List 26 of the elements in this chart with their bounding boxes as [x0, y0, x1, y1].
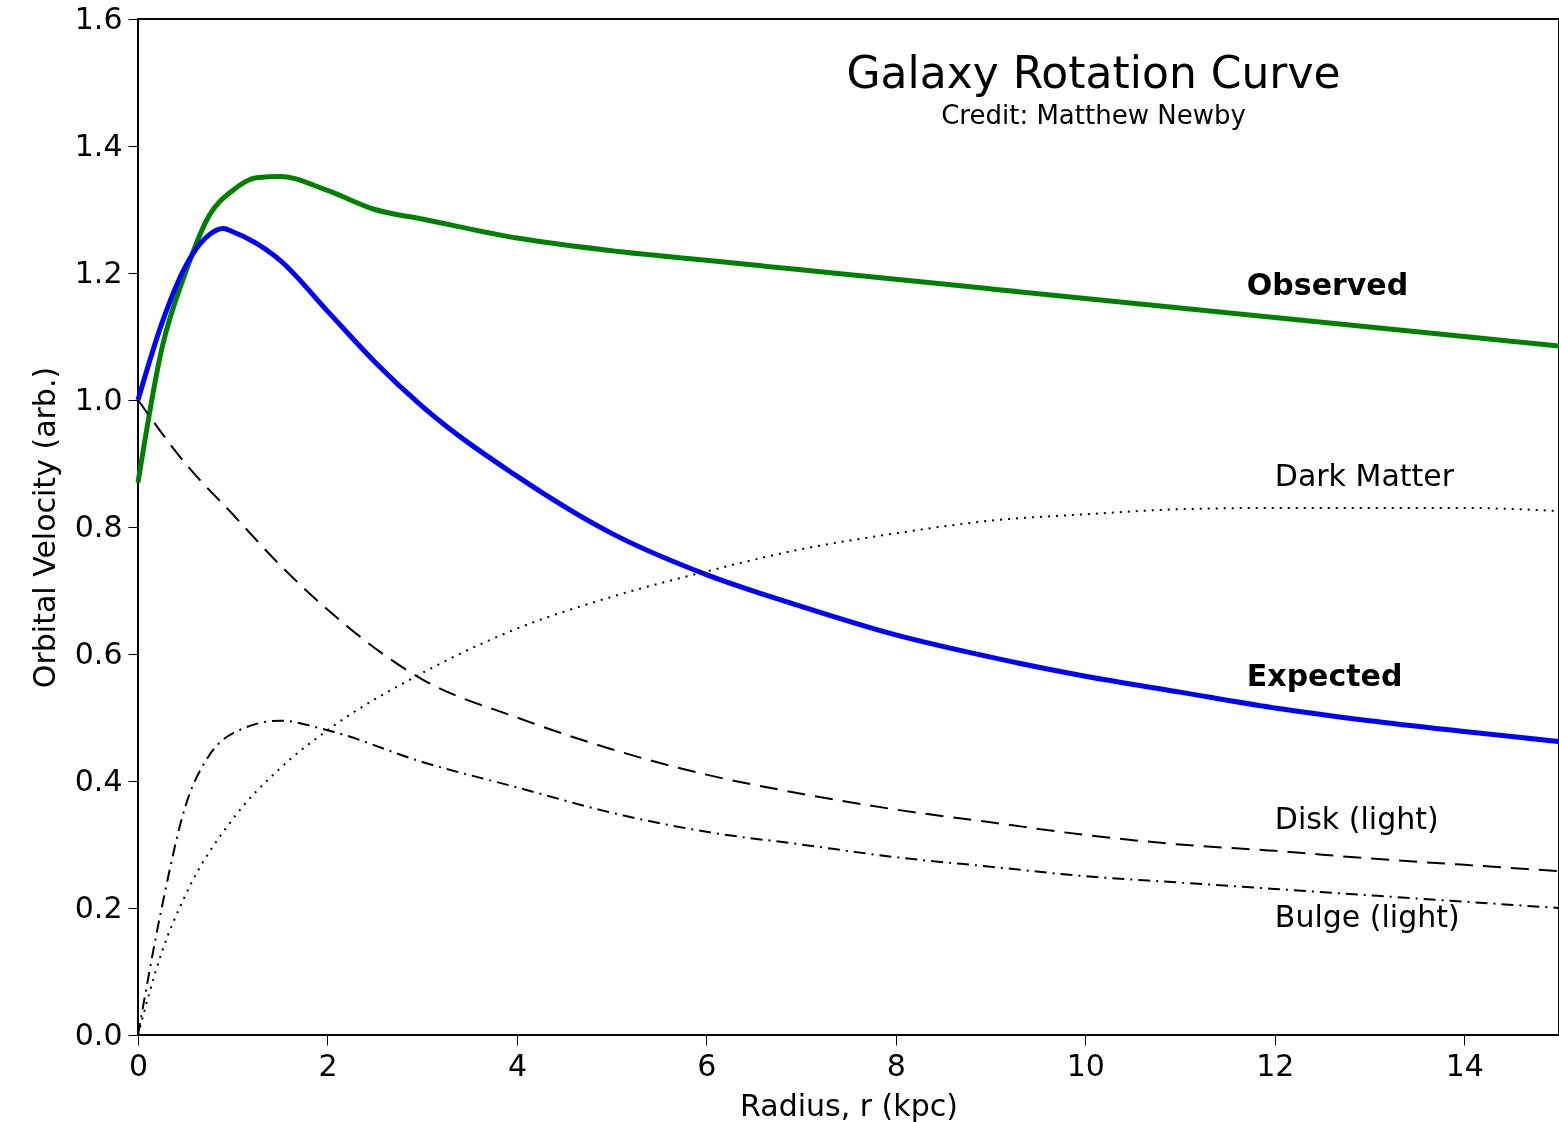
x-tick-label: 2 [318, 1047, 338, 1083]
x-tick-label: 14 [1445, 1047, 1484, 1083]
x-tick-label: 0 [128, 1047, 149, 1083]
series-label: Disk (light) [1274, 800, 1439, 836]
y-tick-label: 1.2 [74, 254, 123, 290]
y-tick-label: 0.0 [74, 1016, 123, 1052]
y-tick-label: 1.0 [74, 381, 123, 417]
text: Galaxy Rotation Curve [846, 47, 1341, 98]
y-tick-label: 1.6 [74, 0, 123, 36]
x-tick-label: 12 [1256, 1047, 1295, 1083]
y-tick-label: 0.4 [74, 762, 123, 798]
y-tick-label: 0.2 [74, 889, 123, 925]
y-tick-label: 1.4 [74, 127, 123, 163]
x-axis-title: Radius, r (kpc) [740, 1087, 958, 1122]
y-tick-label: 0.8 [74, 508, 123, 544]
series-label: Observed [1246, 267, 1409, 303]
x-tick-label: 6 [697, 1047, 717, 1083]
y-tick-label: 0.6 [74, 635, 123, 671]
x-tick-label: 10 [1066, 1047, 1105, 1083]
x-tick-label: 4 [507, 1047, 527, 1083]
y-axis-title: Orbital Velocity (arb.) [26, 366, 62, 689]
x-tick-label: 8 [886, 1047, 906, 1083]
series-label: Expected [1246, 657, 1403, 693]
series-label: Bulge (light) [1274, 898, 1460, 934]
text: Credit: Matthew Newby [941, 100, 1246, 130]
series-label: Dark Matter [1274, 457, 1455, 493]
